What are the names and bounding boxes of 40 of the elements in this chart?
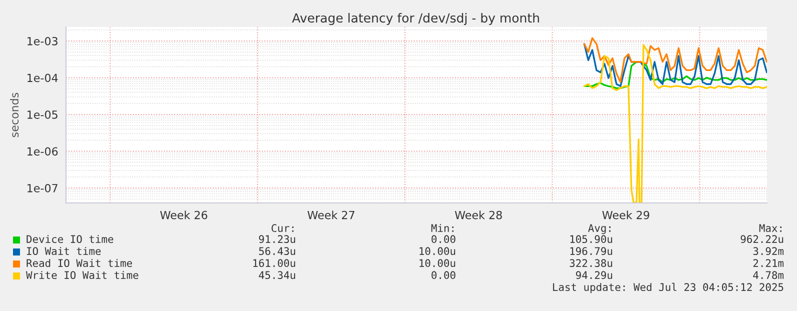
legend-label: IO Wait time xyxy=(27,246,101,256)
text: 2.21m xyxy=(753,259,784,267)
text: 4.78m xyxy=(753,271,784,280)
line-series xyxy=(583,61,767,89)
text: 0.00 xyxy=(432,271,456,280)
y-axis-title: seconds xyxy=(10,92,19,138)
line-series xyxy=(583,44,767,203)
legend-label: Write IO Wait time xyxy=(26,270,138,280)
text: 0.00 xyxy=(432,235,456,244)
text: Last update: Wed Jul 23 04:05:12 2025 xyxy=(553,282,784,294)
x-tick-label: Week 26 xyxy=(160,210,208,220)
text: 3.92m xyxy=(753,247,784,256)
text: 91.23u xyxy=(259,235,296,244)
text: 45.34u xyxy=(258,271,296,280)
x-tick-label: Week 27 xyxy=(308,210,354,220)
text: 94.29u xyxy=(576,271,612,280)
text: 161.00u xyxy=(253,259,296,268)
x-tick-label: Week 28 xyxy=(454,210,502,220)
text: 322.38u xyxy=(570,259,612,268)
text: 10.00u xyxy=(420,247,456,256)
text: Max: xyxy=(759,224,782,232)
y-tick-label: 1e-04 xyxy=(28,74,58,82)
text: 962.22u xyxy=(740,235,784,244)
text: Avg: xyxy=(588,224,610,234)
text: 105.90u xyxy=(570,235,612,244)
line-series xyxy=(583,37,767,83)
y-tick-label: 1e-03 xyxy=(28,36,58,46)
text: 10.00u xyxy=(420,259,456,268)
text: Cur: xyxy=(272,224,294,232)
text: 56.43u xyxy=(259,247,296,256)
y-tick-label: 1e-06 xyxy=(28,147,58,156)
text: 196.79u xyxy=(570,247,612,256)
legend-label: Read IO Wait time xyxy=(26,258,132,268)
x-tick-label: Week 29 xyxy=(602,210,650,220)
text: Min: xyxy=(431,224,454,232)
legend-label: Device IO time xyxy=(26,234,114,244)
y-tick-label: 1e-07 xyxy=(28,184,58,192)
line-series xyxy=(583,43,767,87)
y-tick-label: 1e-05 xyxy=(28,110,58,119)
chart-title: Average latency for /dev/sdj - by month xyxy=(292,12,539,26)
